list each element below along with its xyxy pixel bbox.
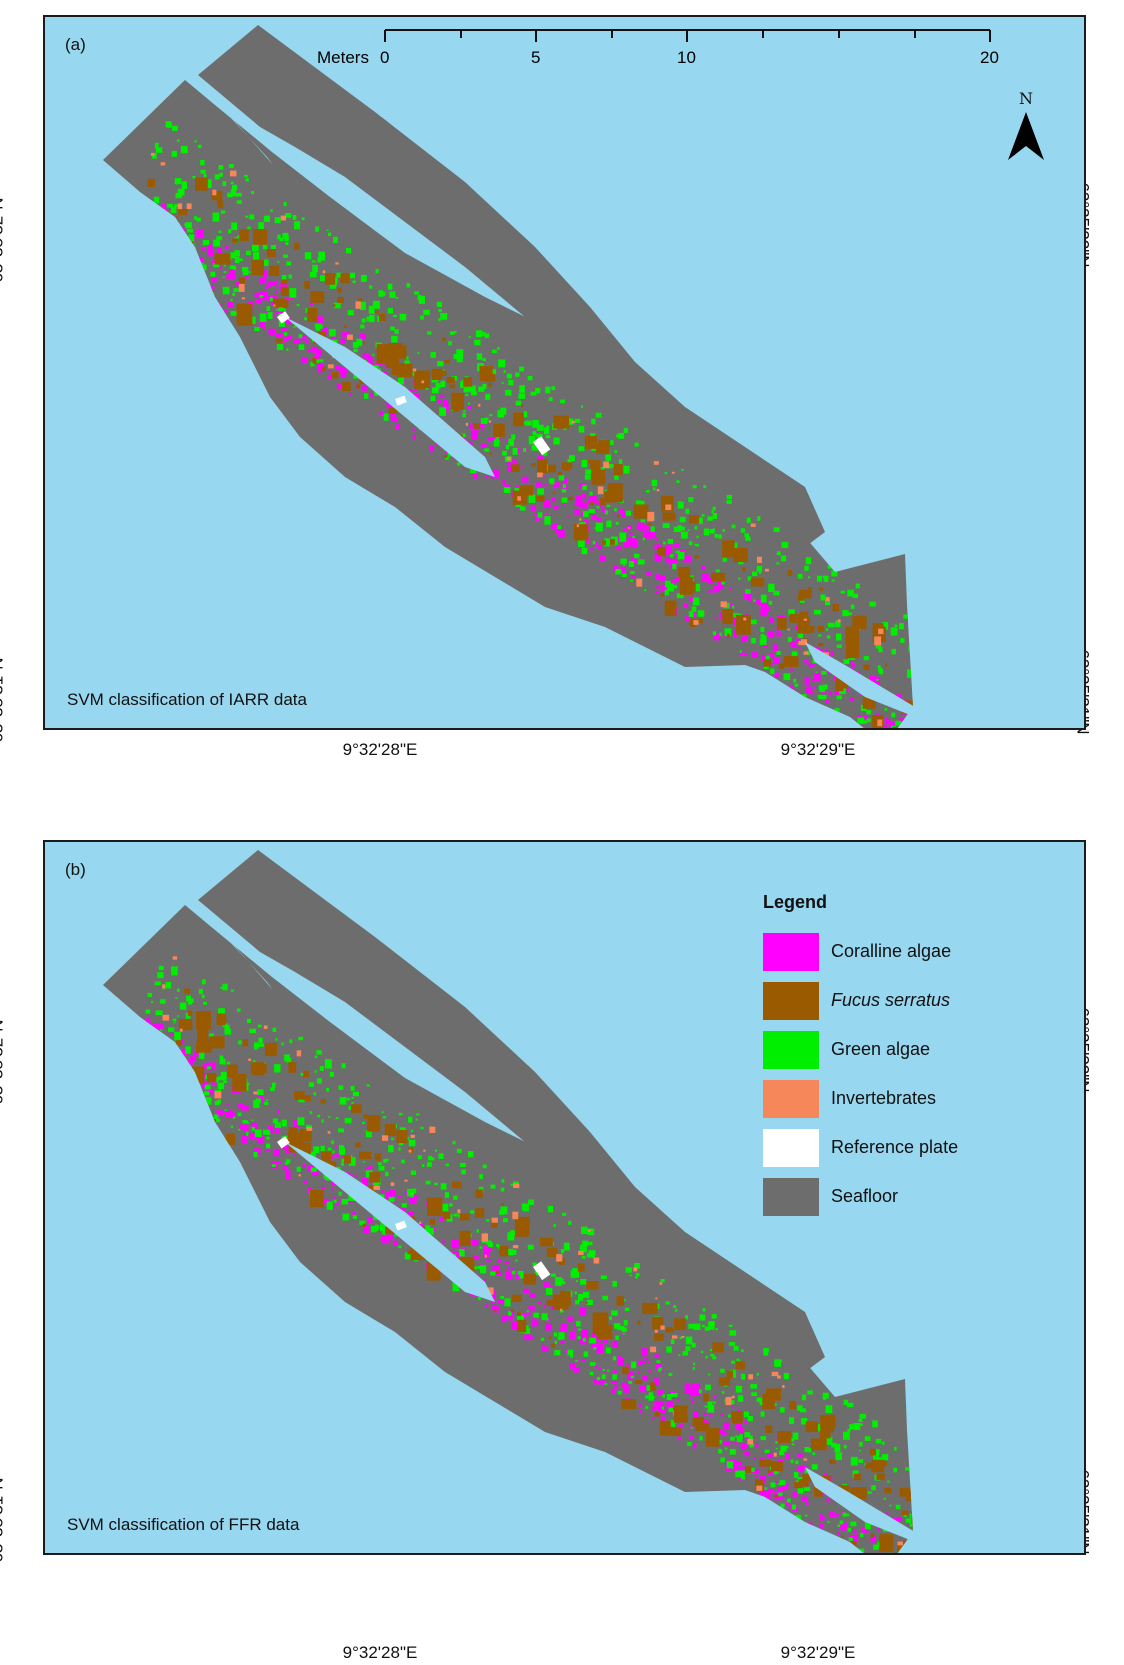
legend-swatch [763, 981, 819, 1020]
reference-plate [533, 1261, 551, 1281]
scale-bar: Meters 0 5 10 20 [317, 29, 999, 67]
lon-label-a-1: 9°32'28"E [342, 740, 418, 759]
lat-label-b-left-bottom: 63°35'31"N [0, 1477, 7, 1563]
reference-plate [277, 311, 290, 324]
survey-strip-main [103, 80, 913, 728]
legend-label: Fucus serratus [831, 990, 951, 1010]
survey-strip-upper [198, 25, 825, 547]
legend-label: Seafloor [831, 1186, 899, 1206]
lat-label-a-left-top: 63°35'32"N [0, 197, 7, 283]
panel-label: (b) [65, 860, 86, 879]
legend-label: Coralline algae [831, 941, 952, 961]
reference-plate [395, 395, 407, 406]
reference-plate [277, 1136, 290, 1149]
legend-swatch [763, 1177, 819, 1216]
legend-item-coralline: Coralline algae [763, 927, 958, 976]
lon-label-b-2: 9°32'29"E [780, 1643, 856, 1662]
legend-swatch [763, 1030, 819, 1069]
reference-plate [395, 1220, 407, 1231]
panel-label: (a) [65, 35, 86, 54]
legend-label: Green algae [831, 1039, 931, 1059]
legend-item-invertebrates: Invertebrates [763, 1074, 958, 1123]
legend: Legend Coralline algae Fucus serratus Gr… [763, 892, 958, 1221]
legend-swatch [763, 1079, 819, 1118]
scale-tick-5: 5 [531, 48, 540, 67]
north-indicator: N [1006, 89, 1046, 169]
legend-item-fucus: Fucus serratus [763, 976, 958, 1025]
scale-tick-0: 0 [380, 48, 389, 67]
legend-item-seafloor: Seafloor [763, 1172, 958, 1221]
north-letter: N [1019, 89, 1033, 108]
scale-tick-10: 10 [677, 48, 696, 67]
map-panel-b: (b) SVM classification of FFR data Legen… [43, 840, 1086, 1555]
classification-map-b [103, 850, 915, 1553]
legend-item-reference: Reference plate [763, 1123, 958, 1172]
survey-strip-upper [198, 850, 825, 1372]
legend-swatch [763, 1128, 819, 1167]
scale-unit: Meters [317, 48, 369, 67]
legend-swatch [763, 932, 819, 971]
reference-plate [533, 436, 551, 456]
north-arrow-icon [1008, 112, 1044, 160]
lon-label-b-1: 9°32'28"E [342, 1643, 418, 1662]
scale-tick-20: 20 [980, 48, 999, 67]
lat-label-b-left-top: 63°35'32"N [0, 1019, 7, 1105]
map-panel-a: (a) SVM classification of IARR data Mete… [43, 15, 1086, 730]
classification-map-a [103, 25, 915, 728]
classification-specks [145, 109, 913, 728]
legend-label: Invertebrates [831, 1088, 937, 1108]
map-caption: SVM classification of FFR data [67, 1515, 300, 1534]
strip-gap [805, 642, 915, 717]
strip-gap [285, 317, 495, 477]
survey-strip-main [103, 905, 913, 1553]
lat-label-a-left-bottom: 63°35'31"N [0, 657, 7, 743]
strip-gap [805, 1467, 915, 1542]
map-caption: SVM classification of IARR data [67, 690, 307, 709]
legend-item-green: Green algae [763, 1025, 958, 1074]
legend-label: Reference plate [831, 1137, 959, 1157]
legend-title: Legend [763, 892, 828, 912]
lon-label-a-2: 9°32'29"E [780, 740, 856, 759]
strip-gap [285, 1142, 495, 1302]
